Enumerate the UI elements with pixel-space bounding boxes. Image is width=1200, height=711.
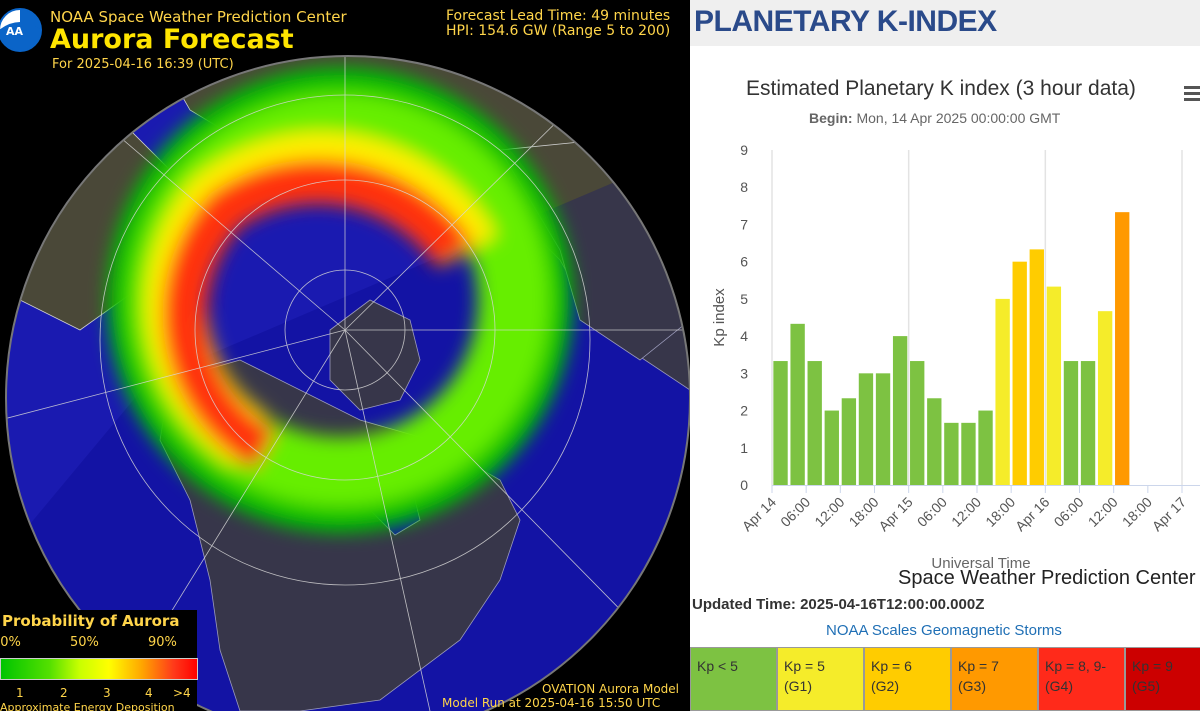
x-tick-label: Apr 17 (1149, 494, 1190, 535)
x-tick-label: 06:00 (1051, 494, 1087, 530)
kp-bar (790, 323, 805, 485)
noaa-logo: AA (0, 8, 42, 52)
kp-bar (892, 336, 908, 485)
noaa-scales-link[interactable]: NOAA Scales Geomagnetic Storms (826, 622, 1062, 639)
scale-g-label: (G4) (1045, 678, 1073, 694)
energy-tick: 4 (145, 686, 153, 700)
aurora-title: Aurora Forecast (50, 24, 294, 55)
scale-kp-label: Kp = 6 (871, 658, 912, 674)
scale-g-label: (G3) (958, 678, 986, 694)
kp-bar (1097, 311, 1113, 485)
y-tick-label: 3 (740, 365, 748, 381)
energy-label: Approximate Energy Deposition (0, 701, 175, 711)
model-run-time: Model Run at 2025-04-16 15:50 UTC (442, 696, 661, 710)
y-tick-label: 8 (740, 179, 748, 195)
kp-index-panel: PLANETARY K-INDEX Estimated Planetary K … (690, 0, 1200, 711)
graticule (6, 56, 690, 711)
org-name: NOAA Space Weather Prediction Center (50, 8, 347, 26)
scale-cell: Kp = 7 (G3) (951, 647, 1038, 711)
scale-kp-label: Kp = 5 (784, 658, 825, 674)
x-tick-label: Apr 15 (875, 494, 916, 535)
chart-menu-icon[interactable] (1184, 86, 1200, 104)
updated-time: Updated Time: 2025-04-16T12:00:00.000Z (692, 596, 984, 613)
kp-bar (773, 361, 788, 485)
scale-g-label: (G2) (871, 678, 899, 694)
x-tick-label: Apr 14 (739, 494, 780, 535)
kp-bar (875, 373, 891, 485)
kp-bar (1063, 361, 1079, 485)
chart-title: Estimated Planetary K index (3 hour data… (746, 77, 1136, 100)
kp-banner: PLANETARY K-INDEX (690, 0, 1200, 46)
model-name: OVATION Aurora Model (542, 682, 680, 696)
energy-tick: 1 (16, 686, 24, 700)
kp-bar (995, 298, 1010, 485)
x-tick-label: 12:00 (948, 494, 984, 530)
y-tick-label: 6 (740, 254, 748, 270)
forecast-date: For 2025-04-16 16:39 (UTC) (52, 57, 234, 72)
legend-color-bar (0, 658, 198, 680)
x-tick-label: 06:00 (914, 494, 950, 530)
scale-cell: Kp = 9 (G5) (1125, 647, 1200, 711)
aurora-globe-map (5, 55, 690, 711)
updated-value: 2025-04-16T12:00:00.000Z (800, 596, 985, 613)
legend-tick: 10% (0, 635, 21, 650)
x-axis-title: Universal Time (931, 555, 1030, 572)
y-tick-label: 7 (740, 216, 748, 232)
scale-kp-label: Kp = 9 (1132, 658, 1173, 674)
y-tick-label: 0 (740, 477, 748, 493)
kp-bar (927, 398, 942, 485)
chart-credit: Space Weather Prediction Center (898, 567, 1196, 589)
kp-bar (807, 361, 822, 485)
y-axis-title: Kp index (711, 288, 728, 347)
scale-cell: Kp = 8, 9- (G4) (1038, 647, 1125, 711)
kp-bar (824, 410, 839, 485)
geomagnetic-scale-legend: Kp < 5 Kp = 5 (G1) Kp = 6 (G2) Kp = 7 (G3) Kp =… (690, 647, 1200, 711)
x-tick-label: 06:00 (777, 494, 813, 530)
kp-bar (1046, 286, 1062, 485)
x-tick-label: 12:00 (1085, 494, 1121, 530)
scale-g-label: (G5) (1132, 678, 1160, 694)
scale-cell: Kp = 6 (G2) (864, 647, 951, 711)
legend-tick: 90% (148, 635, 177, 650)
legend-title: Probability of Aurora (2, 612, 180, 630)
y-tick-label: 9 (740, 142, 748, 158)
kp-bar (1080, 361, 1096, 485)
aurora-forecast-panel: AA NOAA Space Weather Prediction Center … (0, 0, 690, 711)
scale-cell: Kp = 5 (G1) (777, 647, 864, 711)
y-tick-label: 5 (740, 291, 748, 307)
subtitle-label: Begin: (809, 110, 853, 126)
energy-tick: 2 (60, 686, 68, 700)
scale-kp-label: Kp = 8, 9- (1045, 658, 1107, 674)
svg-text:AA: AA (6, 25, 24, 38)
kp-bar (1115, 212, 1130, 485)
kp-bar (978, 410, 993, 485)
y-tick-label: 4 (740, 328, 748, 344)
legend-tick: 50% (70, 635, 99, 650)
energy-tick: >4 (173, 686, 191, 700)
scale-cell: Kp < 5 (690, 647, 777, 711)
kp-bar (858, 373, 874, 485)
scale-kp-label: Kp = 7 (958, 658, 999, 674)
kp-bar (910, 361, 925, 485)
scale-kp-label: Kp < 5 (697, 658, 738, 674)
x-tick-label: Apr 16 (1012, 494, 1053, 535)
kp-bar (1012, 261, 1027, 485)
y-tick-label: 1 (740, 440, 748, 456)
updated-label: Updated Time: (692, 596, 796, 613)
kp-bar (961, 422, 976, 485)
x-tick-label: 12:00 (811, 494, 847, 530)
subtitle-value: Mon, 14 Apr 2025 00:00:00 GMT (856, 110, 1061, 126)
scale-g-label: (G1) (784, 678, 812, 694)
hpi-value: HPI: 154.6 GW (Range 5 to 200) (446, 23, 671, 39)
kp-bar (944, 422, 959, 485)
energy-tick: 3 (103, 686, 111, 700)
kp-bar (1029, 249, 1044, 485)
kp-banner-title: PLANETARY K-INDEX (694, 5, 997, 38)
kp-bar (841, 398, 857, 485)
land-greenland (329, 299, 421, 411)
forecast-lead-time: Forecast Lead Time: 49 minutes (446, 8, 671, 24)
y-tick-label: 2 (740, 403, 748, 419)
chart-subtitle: Begin: Mon, 14 Apr 2025 00:00:00 GMT (809, 110, 1060, 126)
